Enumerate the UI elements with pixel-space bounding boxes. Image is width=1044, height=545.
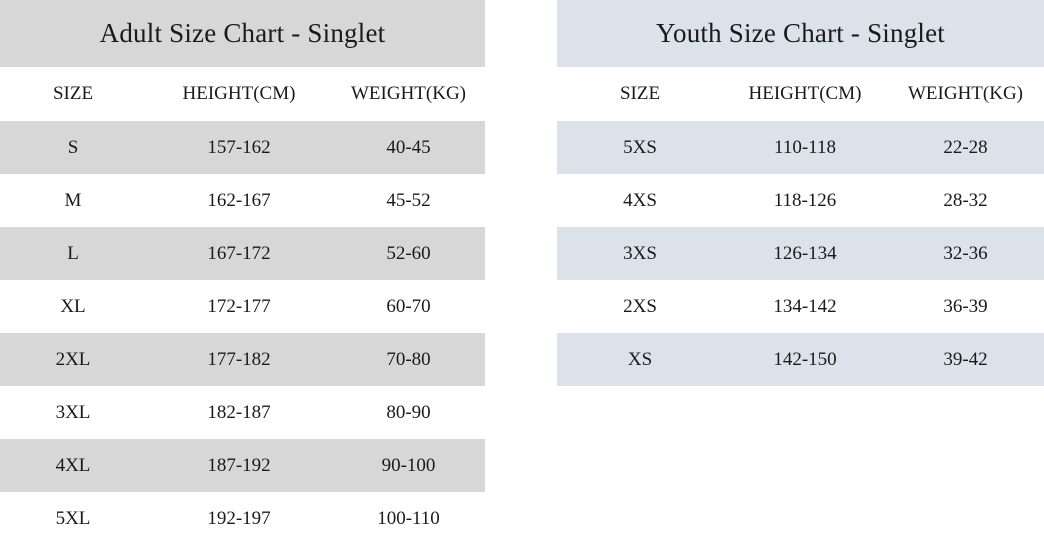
size-cell: 2XL — [55, 348, 91, 370]
weight-cell: 80-90 — [386, 401, 431, 423]
size-cell: XS — [627, 348, 653, 370]
size-cell: 5XS — [623, 136, 657, 158]
adult-size-chart: Adult Size Chart - Singlet SIZE HEIGHT(C… — [0, 0, 485, 545]
height-cell: 162-167 — [207, 189, 271, 211]
size-cell: S — [67, 136, 79, 158]
weight-cell: 90-100 — [381, 454, 436, 476]
youth-header-weight: WEIGHT(KG) — [907, 83, 1023, 104]
height-cell: 167-172 — [207, 242, 271, 264]
adult-chart-title: Adult Size Chart - Singlet — [0, 0, 485, 67]
height-cell: 110-118 — [774, 136, 836, 158]
youth-header-size: SIZE — [619, 83, 661, 104]
table-row: S 157-162 40-45 — [0, 121, 485, 174]
height-cell: 187-192 — [207, 454, 271, 476]
size-cell: 5XL — [55, 507, 91, 529]
weight-cell: 70-80 — [386, 348, 431, 370]
youth-header-row: SIZE HEIGHT(CM) WEIGHT(KG) — [557, 67, 1044, 121]
weight-cell: 45-52 — [386, 189, 431, 211]
height-cell: 134-142 — [773, 295, 837, 317]
weight-cell: 52-60 — [386, 242, 431, 264]
weight-cell: 100-110 — [377, 507, 440, 529]
table-row: M 162-167 45-52 — [0, 174, 485, 227]
size-cell: XL — [60, 295, 86, 317]
adult-header-height: HEIGHT(CM) — [182, 83, 296, 104]
size-cell: 4XS — [623, 189, 657, 211]
youth-header-height: HEIGHT(CM) — [748, 83, 862, 104]
table-row: 2XS 134-142 36-39 — [557, 280, 1044, 333]
table-row: 5XS 110-118 22-28 — [557, 121, 1044, 174]
height-cell: 182-187 — [207, 401, 271, 423]
size-cell: 4XL — [55, 454, 91, 476]
table-row: XL 172-177 60-70 — [0, 280, 485, 333]
size-cell: L — [67, 242, 79, 264]
weight-cell: 22-28 — [943, 136, 988, 158]
weight-cell: 40-45 — [386, 136, 431, 158]
table-row: L 167-172 52-60 — [0, 227, 485, 280]
youth-size-chart: Youth Size Chart - Singlet SIZE HEIGHT(C… — [557, 0, 1044, 386]
size-cell: 3XS — [623, 242, 657, 264]
table-row: 3XS 126-134 32-36 — [557, 227, 1044, 280]
adult-header-size: SIZE — [52, 83, 94, 104]
height-cell: 118-126 — [773, 189, 837, 211]
table-row: 4XS 118-126 28-32 — [557, 174, 1044, 227]
adult-header-weight: WEIGHT(KG) — [350, 83, 466, 104]
height-cell: 157-162 — [207, 136, 271, 158]
height-cell: 177-182 — [207, 348, 271, 370]
weight-cell: 39-42 — [943, 348, 988, 370]
table-row: XS 142-150 39-42 — [557, 333, 1044, 386]
weight-cell: 36-39 — [943, 295, 988, 317]
youth-chart-title: Youth Size Chart - Singlet — [557, 0, 1044, 67]
size-cell: M — [64, 189, 82, 211]
table-row: 2XL 177-182 70-80 — [0, 333, 485, 386]
adult-header-row: SIZE HEIGHT(CM) WEIGHT(KG) — [0, 67, 485, 121]
height-cell: 172-177 — [207, 295, 271, 317]
height-cell: 126-134 — [773, 242, 837, 264]
size-cell: 2XS — [623, 295, 657, 317]
weight-cell: 60-70 — [386, 295, 431, 317]
table-row: 4XL 187-192 90-100 — [0, 439, 485, 492]
table-row: 5XL 192-197 100-110 — [0, 492, 485, 545]
weight-cell: 32-36 — [943, 242, 988, 264]
size-cell: 3XL — [55, 401, 91, 423]
height-cell: 192-197 — [207, 507, 271, 529]
table-row: 3XL 182-187 80-90 — [0, 386, 485, 439]
weight-cell: 28-32 — [943, 189, 988, 211]
height-cell: 142-150 — [773, 348, 837, 370]
